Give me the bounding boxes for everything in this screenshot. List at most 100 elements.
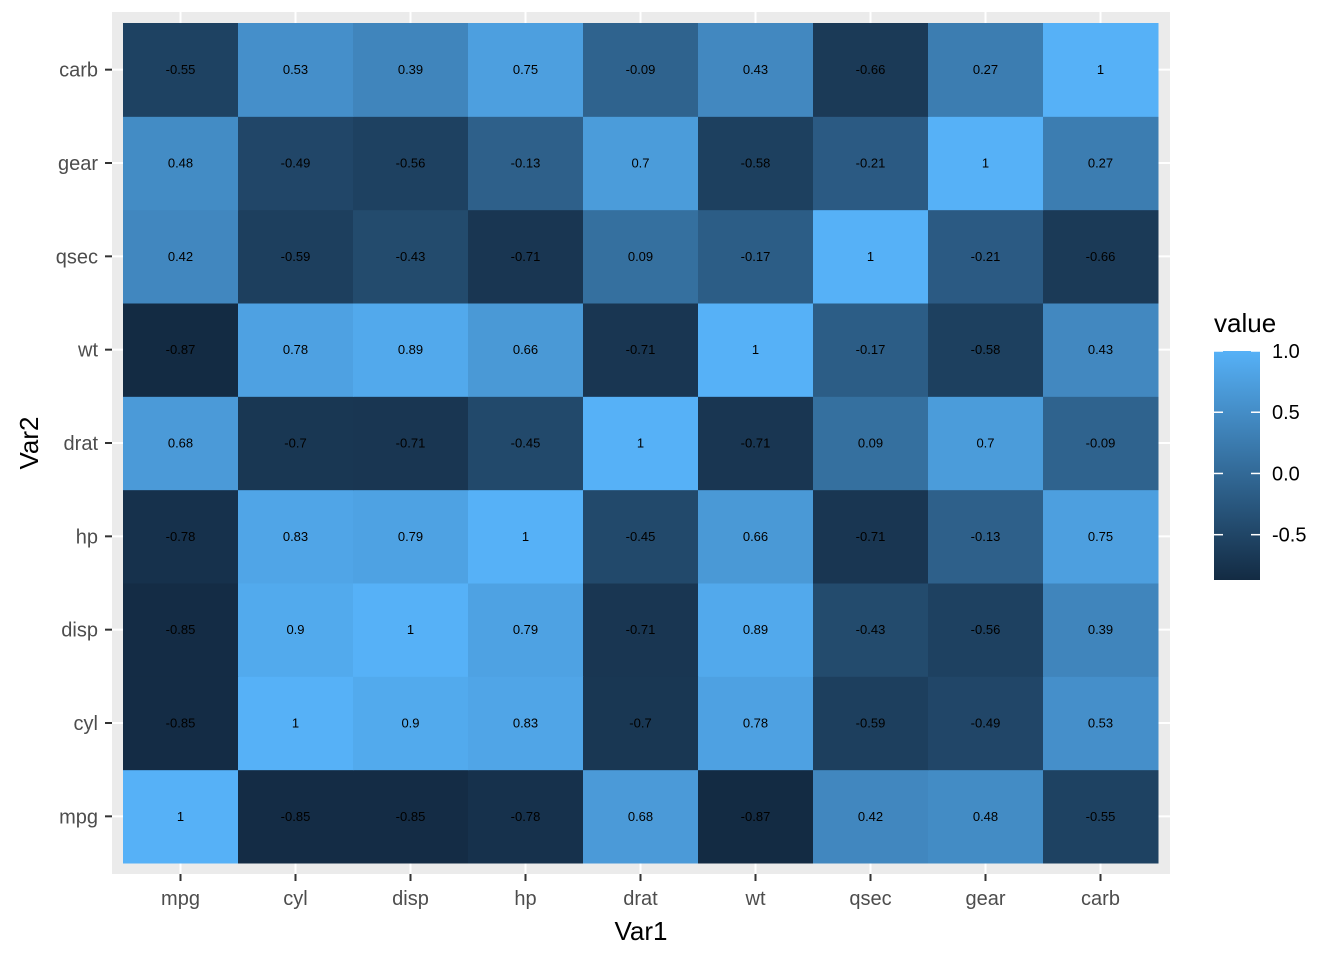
cell-value-label: -0.56 — [396, 156, 426, 171]
cell-value-label: 0.53 — [1088, 716, 1113, 731]
legend-colorbar — [1214, 351, 1260, 580]
heatmap-cell-mpg-carb — [123, 23, 239, 117]
cell-value-label: 1 — [177, 809, 184, 824]
cell-value-label: 0.89 — [398, 342, 423, 357]
heatmap-cell-wt-gear — [698, 116, 814, 211]
cell-value-label: -0.85 — [281, 809, 311, 824]
cell-value-label: 0.83 — [513, 716, 538, 731]
y-tick-label-wt: wt — [77, 340, 98, 362]
x-tick-label-qsec: qsec — [849, 888, 891, 910]
cell-value-label: -0.56 — [971, 622, 1001, 637]
cell-value-label: -0.45 — [626, 529, 656, 544]
cell-value-label: -0.87 — [166, 342, 196, 357]
heatmap-cells — [123, 23, 1159, 864]
heatmap-cell-gear-cyl — [928, 676, 1044, 771]
heatmap-cell-disp-hp — [353, 489, 469, 584]
cell-value-label: 0.78 — [743, 716, 768, 731]
cell-value-label: 0.27 — [973, 62, 998, 77]
cell-value-label: 0.42 — [858, 809, 883, 824]
cell-value-label: 1 — [1097, 62, 1104, 77]
y-tick-label-carb: carb — [59, 60, 98, 82]
cell-value-label: -0.78 — [511, 809, 541, 824]
cell-value-label: 0.66 — [743, 529, 768, 544]
heatmap-cell-mpg-cyl — [123, 676, 239, 771]
heatmap-cell-cyl-carb — [238, 23, 354, 117]
cell-value-label: -0.87 — [741, 809, 771, 824]
cell-value-label: 0.79 — [513, 622, 538, 637]
cell-value-label: -0.21 — [856, 156, 886, 171]
heatmap-cell-gear-drat — [928, 396, 1044, 491]
x-tick-label-carb: carb — [1081, 888, 1120, 910]
heatmap-cell-qsec-qsec — [813, 209, 929, 304]
heatmap-cell-wt-wt — [698, 303, 814, 397]
cell-value-label: -0.13 — [971, 529, 1001, 544]
cell-value-label: 0.09 — [858, 436, 883, 451]
heatmap-cell-hp-hp — [468, 489, 584, 584]
heatmap-cell-carb-mpg — [1043, 769, 1159, 864]
cell-value-label: -0.66 — [856, 62, 886, 77]
y-tick-label-gear: gear — [58, 153, 98, 175]
y-tick-label-drat: drat — [64, 433, 99, 455]
heatmap-cell-disp-drat — [353, 396, 469, 491]
heatmap-cell-drat-drat — [583, 396, 699, 491]
heatmap-cell-wt-hp — [698, 489, 814, 584]
heatmap-cell-labels: 1 -0.85 -0.85 -0.78 0.68 -0.87 0.42 0.48 -0.55 -0… — [166, 62, 1116, 824]
cell-value-label: 0.27 — [1088, 156, 1113, 171]
legend-title: value — [1214, 308, 1276, 338]
heatmap-cell-hp-gear — [468, 116, 584, 211]
cell-value-label: -0.71 — [511, 249, 541, 264]
cell-value-label: 0.78 — [283, 342, 308, 357]
y-tick-label-qsec: qsec — [56, 246, 98, 268]
heatmap-cell-drat-mpg — [583, 769, 699, 864]
cell-value-label: -0.7 — [284, 436, 306, 451]
cell-value-label: -0.49 — [971, 716, 1001, 731]
cell-value-label: -0.17 — [741, 249, 771, 264]
heatmap-cell-qsec-wt — [813, 303, 929, 397]
cell-value-label: -0.43 — [396, 249, 426, 264]
heatmap-cell-carb-disp — [1043, 583, 1159, 677]
cell-value-label: -0.55 — [1086, 809, 1116, 824]
legend: value 1.0 0.5 0.0 -0.5 — [1214, 308, 1306, 580]
heatmap-cell-qsec-hp — [813, 489, 929, 584]
cell-value-label: 0.42 — [168, 249, 193, 264]
y-axis-title: Var2 — [14, 417, 44, 470]
cell-value-label: -0.49 — [281, 156, 311, 171]
heatmap-cell-wt-cyl — [698, 676, 814, 771]
heatmap-cell-wt-disp — [698, 583, 814, 677]
y-tick-label-mpg: mpg — [59, 806, 98, 828]
heatmap-cell-cyl-disp — [238, 583, 354, 677]
heatmap-cell-cyl-gear — [238, 116, 354, 211]
cell-value-label: 0.9 — [401, 716, 419, 731]
cell-value-label: -0.55 — [166, 62, 196, 77]
x-axis-title: Var1 — [615, 916, 668, 946]
x-tick-label-gear: gear — [965, 888, 1005, 910]
heatmap-cell-gear-gear — [928, 116, 1044, 211]
legend-tick-label: 1.0 — [1272, 341, 1300, 363]
cell-value-label: 0.39 — [1088, 622, 1113, 637]
cell-value-label: 0.66 — [513, 342, 538, 357]
heatmap-cell-gear-disp — [928, 583, 1044, 677]
heatmap-cell-hp-mpg — [468, 769, 584, 864]
cell-value-label: 0.43 — [743, 62, 768, 77]
heatmap-cell-wt-carb — [698, 23, 814, 117]
heatmap-cell-mpg-gear — [123, 116, 239, 211]
heatmap-cell-drat-hp — [583, 489, 699, 584]
cell-value-label: 0.7 — [976, 436, 994, 451]
legend-tick-label: 0.0 — [1272, 463, 1300, 485]
heatmap-cell-mpg-hp — [123, 489, 239, 584]
heatmap-cell-wt-qsec — [698, 209, 814, 304]
cell-value-label: -0.71 — [856, 529, 886, 544]
cell-value-label: -0.58 — [741, 156, 771, 171]
cell-value-label: 0.43 — [1088, 342, 1113, 357]
heatmap-cell-mpg-qsec — [123, 209, 239, 304]
heatmap-cell-carb-wt — [1043, 303, 1159, 397]
heatmap-cell-hp-carb — [468, 23, 584, 117]
cell-value-label: 0.9 — [286, 622, 304, 637]
cell-value-label: -0.71 — [396, 436, 426, 451]
legend-tick-label: 0.5 — [1272, 402, 1300, 424]
heatmap-cell-cyl-qsec — [238, 209, 354, 304]
cell-value-label: 1 — [637, 436, 644, 451]
heatmap-cell-hp-cyl — [468, 676, 584, 771]
heatmap-cell-carb-gear — [1043, 116, 1159, 211]
cell-value-label: -0.43 — [856, 622, 886, 637]
